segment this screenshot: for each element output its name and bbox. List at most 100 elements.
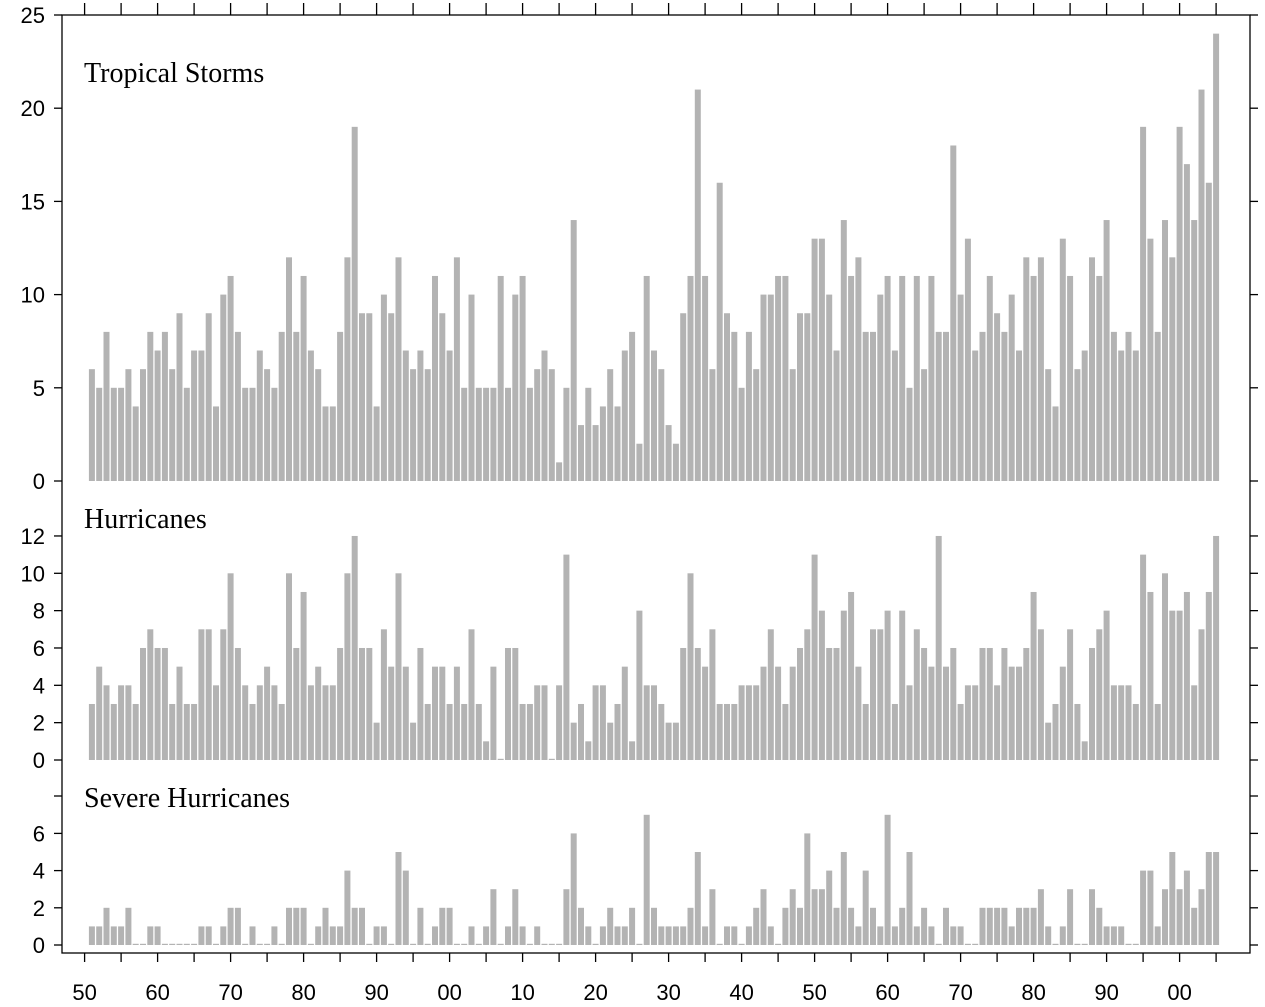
- tropical-storms-bar-1885: [337, 331, 344, 481]
- tropical-storms-bar-1975: [994, 313, 1001, 481]
- tropical-storms-bar-1958: [870, 331, 876, 481]
- severe-hurricanes-bar-1856: [125, 907, 132, 945]
- hurricanes-bar-1937: [716, 703, 723, 760]
- tropical-storms-bar-1985: [1067, 275, 1074, 481]
- tropical-storms-bar-1896: [417, 350, 424, 481]
- tropical-storms-bar-1963: [906, 387, 913, 481]
- hurricanes-bar-1893: [395, 573, 402, 760]
- hurricanes-bar-1954: [840, 610, 847, 760]
- severe-hurricanes-bar-1946: [782, 907, 789, 945]
- tropical-storms-bar-1922: [607, 369, 614, 481]
- severe-hurricanes-bar-1987: [1081, 943, 1088, 945]
- severe-hurricanes-bar-1926: [636, 943, 643, 945]
- hurricanes-bar-1891: [380, 629, 387, 760]
- severe-hurricanes-bar-1886: [344, 870, 351, 945]
- hurricanes-bar-1964: [913, 629, 920, 760]
- xtick-label-1950: 50: [802, 980, 826, 1005]
- tropical-storms-bar-2004: [1205, 182, 1212, 481]
- hurricanes-bar-1910: [519, 703, 526, 760]
- hurricanes-bar-1957: [862, 703, 869, 760]
- tropical-storms-bar-1855: [118, 387, 125, 481]
- severe-hurricanes-bar-1972: [972, 943, 979, 945]
- severe-hurricanes-bar-1931: [672, 926, 679, 945]
- hurricanes-bar-1870: [227, 573, 234, 760]
- hurricanes-bar-1862: [169, 703, 176, 760]
- tropical-storms-bar-1977: [1008, 294, 1015, 481]
- severe-hurricanes-bar-1859: [147, 926, 154, 945]
- severe-hurricanes-bar-1943: [760, 889, 767, 945]
- severe-hurricanes-bar-1857: [132, 943, 139, 945]
- severe-hurricanes-bar-1970: [957, 926, 964, 945]
- tropical-storms-bar-1891: [380, 294, 387, 481]
- tropical-storms-bar-1870: [227, 275, 234, 481]
- hurricanes-bar-1903: [468, 629, 475, 760]
- severe-hurricanes-bar-1877: [278, 943, 285, 945]
- tropical-storms-bar-1867: [205, 313, 212, 481]
- tropical-storms-bar-1990: [1103, 220, 1110, 482]
- tropical-storms-bar-2002: [1191, 220, 1198, 482]
- severe-hurricanes-bar-2005: [1213, 852, 1220, 945]
- hurricanes-bar-1896: [417, 647, 424, 760]
- tropical-storms-bar-2000: [1176, 126, 1183, 481]
- severe-hurricanes-bar-1988: [1089, 889, 1095, 945]
- tropical-storms-title: Tropical Storms: [84, 58, 264, 89]
- hurricanes-bar-1983: [1052, 703, 1059, 760]
- severe-hurricanes-bar-1989: [1096, 907, 1103, 945]
- hurricanes-bar-1982: [1045, 722, 1052, 760]
- severe-hurricanes-bar-1936: [709, 889, 716, 945]
- tropical-storms-ytick-label-10: 10: [21, 283, 45, 308]
- tropical-storms-bar-1874: [256, 350, 263, 481]
- tropical-storms-bar-1992: [1118, 350, 1125, 481]
- severe-hurricanes-bar-1918: [578, 907, 584, 945]
- severe-hurricanes-bar-1961: [891, 926, 898, 945]
- severe-hurricanes-bar-1901: [453, 943, 460, 945]
- severe-hurricanes-bar-1862: [169, 943, 176, 945]
- hurricanes-bar-1912: [534, 685, 541, 760]
- severe-hurricanes-bar-1885: [337, 926, 344, 945]
- tropical-storms-bar-1967: [935, 331, 942, 481]
- tropical-storms-bar-1905: [483, 387, 490, 481]
- hurricanes-bar-1965: [921, 647, 928, 760]
- tropical-storms-bar-1926: [636, 443, 643, 481]
- severe-hurricanes-bar-1876: [271, 926, 278, 945]
- severe-hurricanes-bar-1996: [1147, 870, 1154, 945]
- tropical-storms-bar-1934: [694, 89, 701, 481]
- hurricanes-bar-1969: [950, 647, 957, 760]
- severe-hurricanes-bar-1867: [205, 926, 212, 945]
- hurricanes-bar-1948: [797, 647, 803, 760]
- severe-hurricanes-bar-1908: [505, 926, 511, 945]
- tropical-storms-bar-1929: [658, 369, 665, 481]
- severe-hurricanes-bar-1981: [1037, 889, 1044, 945]
- tropical-storms-bar-1993: [1125, 331, 1132, 481]
- hurricanes-bar-1872: [242, 685, 249, 760]
- severe-hurricanes-bar-1866: [198, 926, 205, 945]
- tropical-storms-bar-1965: [921, 369, 928, 481]
- tropical-storms-bar-1966: [928, 275, 935, 481]
- tropical-storms-bar-1863: [176, 313, 183, 481]
- severe-hurricanes-bar-1999: [1169, 852, 1176, 945]
- tropical-storms-bar-1979: [1023, 257, 1030, 481]
- hurricanes-bar-1852: [96, 666, 103, 760]
- hurricanes-bar-1927: [643, 685, 650, 760]
- tropical-storms-bar-1988: [1089, 257, 1095, 481]
- axes-layer: [54, 3, 1258, 962]
- hurricanes-bar-1974: [986, 647, 993, 760]
- severe-hurricanes-bar-1990: [1103, 926, 1110, 945]
- severe-hurricanes-bar-1939: [731, 926, 738, 945]
- tropical-storms-bar-1957: [862, 331, 869, 481]
- hurricanes-bar-1955: [848, 591, 855, 760]
- severe-hurricanes-bar-1977: [1008, 926, 1015, 945]
- severe-hurricanes-bar-1942: [753, 907, 760, 945]
- hurricanes-ytick-label-8: 8: [33, 599, 45, 624]
- severe-hurricanes-bar-1947: [789, 889, 796, 945]
- severe-hurricanes-bar-1878: [286, 907, 292, 945]
- severe-hurricanes-bar-1958: [870, 907, 876, 945]
- hurricanes-bar-1855: [118, 685, 125, 760]
- hurricanes-bar-1925: [629, 741, 636, 760]
- severe-hurricanes-bar-1928: [651, 907, 657, 945]
- tropical-storms-bar-1947: [789, 369, 796, 481]
- severe-hurricanes-bar-1984: [1059, 926, 1066, 945]
- hurricanes-bar-1877: [278, 703, 285, 760]
- tropical-storms-bar-2005: [1213, 33, 1220, 481]
